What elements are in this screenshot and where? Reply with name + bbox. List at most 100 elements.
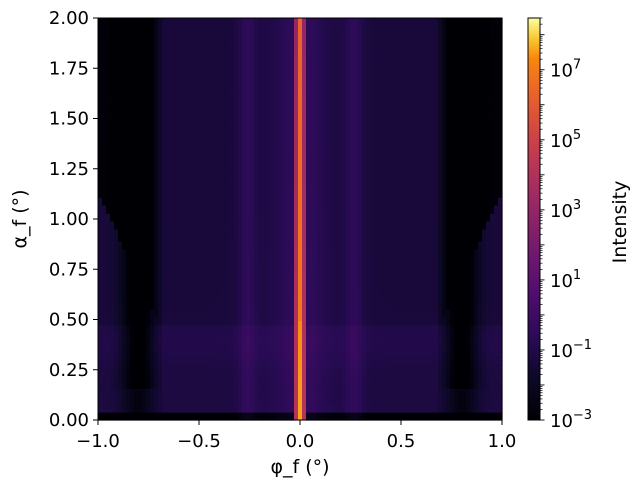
heatmap-cell (110, 49, 115, 55)
heatmap-cell (154, 205, 159, 210)
heatmap-cell (138, 292, 143, 298)
heatmap-cell (202, 280, 207, 286)
heatmap-cell (290, 141, 295, 146)
heatmap-cell (278, 252, 283, 258)
heatmap-cell (226, 368, 231, 373)
heatmap-cell (294, 252, 299, 258)
heatmap-cell (226, 145, 231, 150)
heatmap-cell (238, 109, 243, 115)
heatmap-cell (206, 264, 211, 270)
heatmap-cell (190, 264, 195, 270)
heatmap-cell (150, 153, 155, 158)
heatmap-cell (138, 133, 143, 139)
heatmap-cell (254, 213, 259, 218)
heatmap-cell (106, 57, 111, 63)
heatmap-cell (258, 416, 263, 421)
heatmap-cell (218, 416, 223, 421)
heatmap-cell (174, 173, 179, 178)
heatmap-cell (162, 129, 167, 135)
heatmap-cell (178, 356, 183, 361)
heatmap-cell (130, 205, 135, 210)
heatmap-cell (266, 177, 271, 182)
heatmap-cell (150, 137, 155, 142)
heatmap-cell (118, 209, 123, 214)
heatmap-cell (122, 316, 127, 322)
heatmap-cell (198, 149, 203, 154)
heatmap-cell (282, 416, 287, 421)
heatmap-cell (154, 18, 159, 23)
heatmap-cell (146, 356, 151, 361)
heatmap-cell (122, 149, 127, 154)
heatmap-cell (166, 320, 171, 326)
heatmap-cell (254, 173, 259, 178)
heatmap-cell (174, 145, 179, 150)
heatmap-cell (170, 41, 175, 47)
heatmap-cell (130, 388, 135, 393)
heatmap-cell (250, 21, 255, 27)
heatmap-cell (146, 213, 151, 218)
heatmap-cell (102, 193, 107, 198)
heatmap-cell (218, 93, 223, 99)
heatmap-cell (230, 224, 235, 230)
heatmap-cell (262, 372, 267, 377)
heatmap-cell (202, 284, 207, 290)
heatmap-cell (254, 328, 259, 334)
heatmap-cell (226, 177, 231, 182)
heatmap-cell (194, 61, 199, 67)
heatmap-cell (270, 272, 275, 278)
heatmap-cell (230, 149, 235, 154)
heatmap-cell (210, 21, 215, 27)
heatmap-cell (250, 292, 255, 298)
heatmap-cell (118, 45, 123, 51)
heatmap-cell (278, 113, 283, 119)
heatmap-cell (182, 280, 187, 286)
heatmap-cell (190, 153, 195, 158)
heatmap-cell (290, 268, 295, 274)
heatmap-cell (290, 416, 295, 421)
heatmap-cell (166, 18, 171, 23)
heatmap-cell (146, 232, 151, 238)
heatmap-cell (134, 177, 139, 182)
heatmap-cell (262, 224, 267, 230)
heatmap-cell (154, 117, 159, 123)
heatmap-cell (290, 396, 295, 401)
heatmap-cell (246, 356, 251, 361)
heatmap-cell (150, 69, 155, 75)
heatmap-cell (210, 105, 215, 111)
heatmap-cell (190, 149, 195, 154)
heatmap-cell (290, 352, 295, 357)
heatmap-cell (182, 276, 187, 282)
heatmap-cell (98, 153, 103, 158)
heatmap-cell (166, 197, 171, 202)
heatmap-cell (130, 169, 135, 174)
heatmap-cell (154, 380, 159, 385)
heatmap-cell (186, 133, 191, 139)
heatmap-cell (178, 157, 183, 162)
heatmap-cell (110, 248, 115, 254)
heatmap-cell (290, 284, 295, 290)
heatmap-cell (134, 173, 139, 178)
heatmap-cell (242, 97, 247, 103)
heatmap-cell (110, 384, 115, 389)
heatmap-cell (190, 165, 195, 170)
heatmap-cell (186, 304, 191, 310)
heatmap-cell (162, 193, 167, 198)
heatmap-cell (282, 220, 287, 226)
heatmap-cell (238, 304, 243, 310)
heatmap-cell (202, 236, 207, 242)
heatmap-cell (110, 185, 115, 190)
heatmap-cell (258, 224, 263, 230)
heatmap-cell (242, 252, 247, 258)
heatmap-cell (282, 272, 287, 278)
heatmap-cell (230, 396, 235, 401)
heatmap-cell (254, 272, 259, 278)
heatmap-cell (110, 276, 115, 282)
heatmap-cell (114, 33, 119, 39)
heatmap-cell (238, 125, 243, 131)
heatmap-cell (138, 332, 143, 338)
heatmap-cell (182, 400, 187, 405)
heatmap-cell (158, 65, 163, 71)
heatmap-cell (134, 197, 139, 202)
heatmap-cell (294, 364, 299, 369)
heatmap-cell (126, 256, 131, 262)
